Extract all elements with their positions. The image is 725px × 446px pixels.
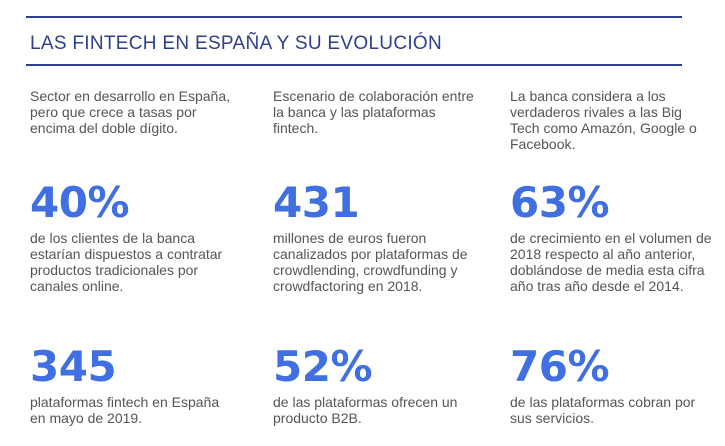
stat-value: 76%: [510, 342, 610, 391]
stat-value: 52%: [273, 342, 373, 391]
column-intro: Sector en desarrollo en España, pero que…: [30, 88, 231, 136]
stat-value: 40%: [30, 178, 130, 227]
stat-description: plataformas fintech en España en mayo de…: [30, 394, 220, 426]
column-2: Escenario de colaboración entre la banca…: [273, 88, 478, 426]
stat-value: 345: [30, 342, 117, 391]
column-intro: Escenario de colaboración entre la banca…: [273, 88, 474, 136]
column-1: Sector en desarrollo en España, pero que…: [30, 88, 235, 426]
stat-description: de las plataformas cobran por sus servic…: [510, 394, 696, 426]
stat-description: de crecimiento en el volumen de 2018 res…: [510, 230, 712, 294]
stat-value: 431: [273, 178, 360, 227]
column-intro: La banca considera a los verdaderos riva…: [510, 88, 697, 152]
stat-description: de los clientes de la banca estarían dis…: [30, 230, 223, 294]
title-divider: [26, 64, 682, 66]
stat-description: millones de euros fueron canalizados por…: [273, 230, 468, 294]
stat-value: 63%: [510, 178, 610, 227]
column-3: La banca considera a los verdaderos riva…: [510, 88, 715, 426]
page-title: LAS FINTECH EN ESPAÑA Y SU EVOLUCIÓN: [30, 33, 443, 54]
top-divider: [26, 16, 682, 18]
stat-description: de las plataformas ofrecen un producto B…: [273, 394, 458, 426]
